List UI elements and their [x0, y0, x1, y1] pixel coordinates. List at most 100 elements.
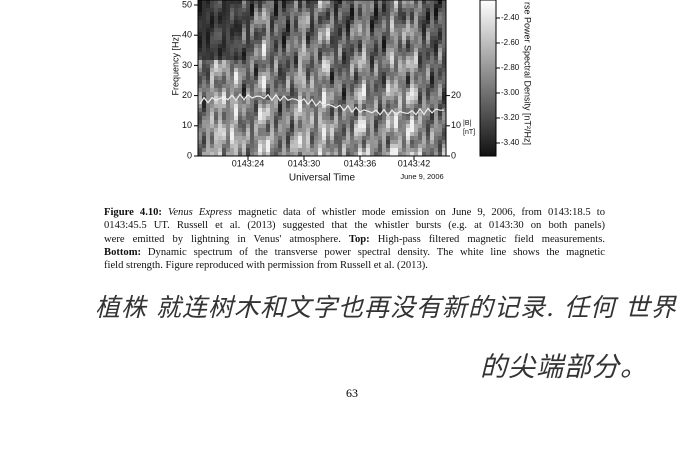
spectrogram-cell [374, 12, 378, 16]
spectrogram-cell [390, 72, 394, 76]
spectrogram-cell [402, 124, 406, 128]
spectrogram-cell [342, 68, 346, 72]
spectrogram-cell [406, 24, 410, 28]
spectrogram-cell [334, 100, 338, 104]
spectrogram-cell [410, 52, 414, 56]
spectrogram-cell [322, 40, 326, 44]
spectrogram-cell [382, 8, 386, 12]
spectrogram-cell [318, 68, 322, 72]
spectrogram-cell [322, 112, 326, 116]
spectrogram-cell [302, 116, 306, 120]
spectrogram-cell [426, 116, 430, 120]
spectrogram-cell [246, 120, 250, 124]
spectrogram-cell [342, 76, 346, 80]
spectrogram-cell [338, 44, 342, 48]
spectrogram-cell [418, 4, 422, 8]
spectrogram-cell [258, 72, 262, 76]
spectrogram-cell [258, 120, 262, 124]
spectrogram-cell [326, 12, 330, 16]
spectrogram-cell [262, 136, 266, 140]
spectrogram-cell [286, 96, 290, 100]
spectrogram-cell [218, 48, 222, 52]
spectrogram-cell [206, 48, 210, 52]
spectrogram-cell [410, 20, 414, 24]
spectrogram-cell [358, 116, 362, 120]
spectrogram-cell [270, 136, 274, 140]
spectrogram-cell [330, 52, 334, 56]
spectrogram-cell [198, 12, 202, 16]
spectrogram-cell [362, 152, 366, 156]
spectrogram-cell [210, 4, 214, 8]
spectrogram-cell [358, 0, 362, 4]
spectrogram-cell [322, 96, 326, 100]
spectrogram-cell [366, 72, 370, 76]
spectrogram-cell [282, 112, 286, 116]
spectrogram-cell [246, 108, 250, 112]
spectrogram-cell [334, 28, 338, 32]
spectrogram-cell [242, 116, 246, 120]
spectrogram-cell [342, 72, 346, 76]
spectrogram-cell [338, 8, 342, 12]
spectrogram-cell [414, 88, 418, 92]
y-axis-label: Frequency [Hz] [170, 34, 180, 95]
spectrogram-cell [242, 112, 246, 116]
spectrogram-cell [254, 28, 258, 32]
spectrogram-cell [242, 16, 246, 20]
spectrogram-cell [338, 132, 342, 136]
spectrogram-cell [322, 136, 326, 140]
spectrogram-cell [410, 148, 414, 152]
spectrogram-cell [438, 80, 442, 84]
spectrogram-cell [266, 100, 270, 104]
spectrogram-cell [302, 100, 306, 104]
spectrogram-cell [338, 120, 342, 124]
spectrogram-cell [270, 152, 274, 156]
spectrogram-cell [250, 68, 254, 72]
spectrogram-cell [390, 24, 394, 28]
spectrogram-cell [350, 88, 354, 92]
spectrogram-cell [330, 32, 334, 36]
spectrogram-cell [254, 64, 258, 68]
spectrogram-cell [306, 8, 310, 12]
spectrogram-cell [398, 80, 402, 84]
spectrogram-cell [282, 0, 286, 4]
spectrogram-cell [438, 56, 442, 60]
spectrogram-cell [414, 148, 418, 152]
spectrogram-cell [230, 112, 234, 116]
spectrogram-cell [326, 0, 330, 4]
spectrogram-cell [362, 24, 366, 28]
spectrogram-cell [202, 100, 206, 104]
spectrogram-cell [362, 104, 366, 108]
spectrogram-cell [206, 56, 210, 60]
spectrogram-cell [418, 124, 422, 128]
spectrogram-cell [222, 80, 226, 84]
spectrogram-cell [394, 8, 398, 12]
spectrogram-cell [386, 72, 390, 76]
spectrogram-cell [250, 16, 254, 20]
spectrogram-cell [386, 116, 390, 120]
spectrogram-cell [322, 72, 326, 76]
spectrogram-cell [314, 32, 318, 36]
figure: Frequency [Hz] |B| [nT] rse Power Spectr… [170, 0, 533, 184]
spectrogram-cell [342, 52, 346, 56]
spectrogram-cell [238, 36, 242, 40]
spectrogram-cell [266, 36, 270, 40]
spectrogram-cell [378, 80, 382, 84]
spectrogram-cell [226, 16, 230, 20]
spectrogram-cell [246, 12, 250, 16]
spectrogram-cell [382, 52, 386, 56]
spectrogram-cell [202, 116, 206, 120]
spectrogram-cell [326, 28, 330, 32]
spectrogram-cell [430, 140, 434, 144]
spectrogram-cell [262, 84, 266, 88]
spectrogram-cell [294, 20, 298, 24]
spectrogram-cell [378, 64, 382, 68]
spectrogram-cell [246, 8, 250, 12]
spectrogram-cell [354, 48, 358, 52]
spectrogram-cell [350, 120, 354, 124]
spectrogram-cell [422, 44, 426, 48]
spectrogram-cell [354, 104, 358, 108]
spectrogram-cell [242, 120, 246, 124]
spectrogram-cell [246, 0, 250, 4]
caption-text: Bottom: [104, 246, 142, 258]
spectrogram-cell [226, 40, 230, 44]
